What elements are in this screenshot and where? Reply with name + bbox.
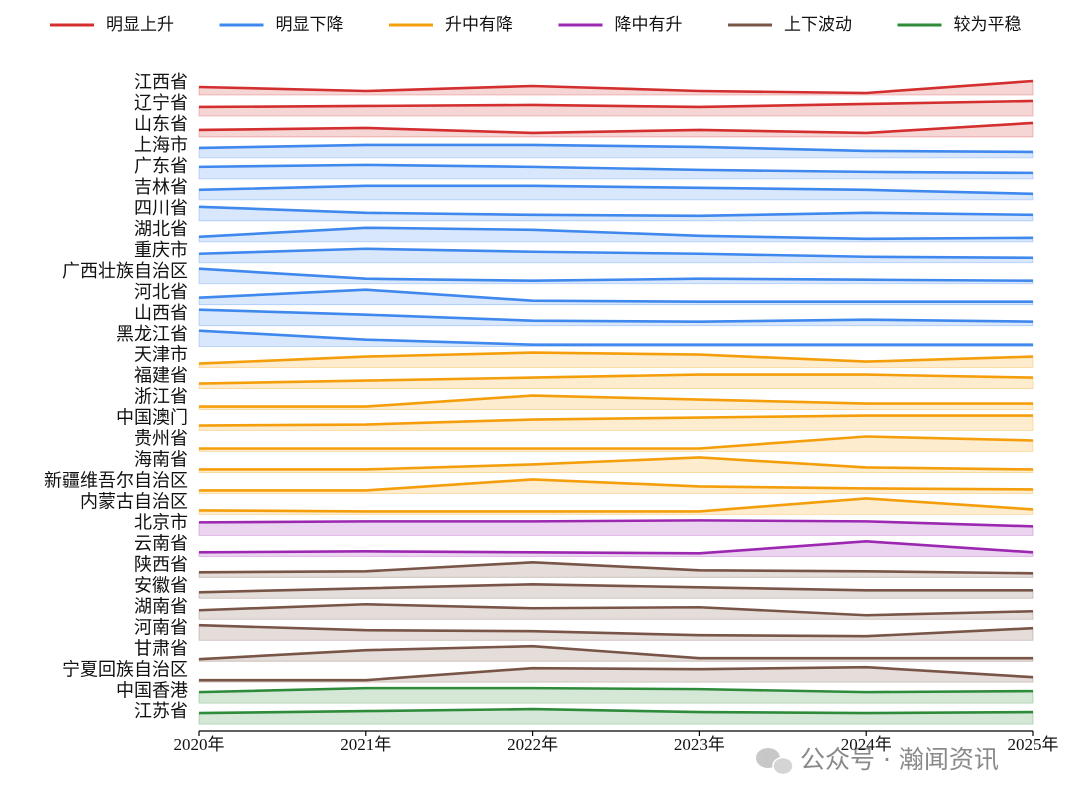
row-label: 中国澳门 <box>116 408 188 428</box>
row-label: 河南省 <box>134 617 188 637</box>
ridge-line <box>198 623 1034 638</box>
watermark-icon <box>756 748 794 776</box>
legend-label: 上下波动 <box>784 15 852 35</box>
row-label: 山东省 <box>134 114 188 134</box>
ridge-line <box>198 308 1034 323</box>
row-label: 湖南省 <box>134 596 188 616</box>
row-label: 新疆维吾尔自治区 <box>44 471 188 491</box>
x-tick-label: 2023年 <box>674 735 725 754</box>
row-label: 福建省 <box>134 366 188 386</box>
row-label: 宁夏回族自治区 <box>62 659 188 679</box>
ridge-line <box>199 665 1034 682</box>
row-label: 上海市 <box>134 135 188 155</box>
row-label: 北京市 <box>134 512 188 532</box>
legend-label: 较为平稳 <box>954 15 1022 35</box>
ridge-line <box>198 497 1034 513</box>
ridge-line <box>199 456 1034 471</box>
ridge-line <box>198 414 1033 427</box>
x-tick-label: 2021年 <box>340 735 391 754</box>
ridge-line <box>198 561 1034 575</box>
row-label: 江西省 <box>134 72 188 92</box>
ridge-area <box>198 561 1034 578</box>
row-label: 广东省 <box>134 156 188 176</box>
ridge-line <box>198 163 1034 175</box>
row-label: 浙江省 <box>134 387 188 407</box>
ridge-line <box>199 394 1033 408</box>
ridge-line <box>198 184 1034 196</box>
ridge-line <box>198 205 1034 218</box>
ridge-line <box>198 288 1033 303</box>
row-label: 重庆市 <box>134 240 188 260</box>
ridge-line <box>198 121 1034 135</box>
row-label: 吉林省 <box>134 177 188 197</box>
ridge-line <box>198 644 1033 661</box>
x-tick-label: 2022年 <box>507 735 558 754</box>
ridge-line <box>198 686 1034 694</box>
x-tick-label: 2020年 <box>174 735 225 754</box>
ridge-line <box>198 707 1034 715</box>
legend-label: 明显上升 <box>106 15 174 35</box>
ridge-line <box>198 226 1034 241</box>
row-label: 安徽省 <box>134 575 188 595</box>
row-label: 湖北省 <box>134 219 188 239</box>
x-tick-label: 2025年 <box>1008 735 1059 754</box>
row-label: 甘肃省 <box>134 638 188 658</box>
row-label: 黑龙江省 <box>116 324 188 344</box>
ridge-line <box>199 435 1034 450</box>
ridge-line <box>198 329 1033 346</box>
row-label: 广西壮族自治区 <box>62 261 188 281</box>
ridge-line <box>198 351 1034 365</box>
row-label: 陕西省 <box>134 554 188 574</box>
row-label: 辽宁省 <box>134 93 188 113</box>
ridge-line <box>198 582 1033 594</box>
ridge-line <box>198 79 1034 95</box>
x-tick-label: 2024年 <box>841 735 892 754</box>
ridge-line <box>198 540 1034 555</box>
row-label: 河北省 <box>134 282 188 302</box>
row-label: 山西省 <box>134 303 188 323</box>
ridge-line <box>198 267 1034 283</box>
row-label: 海南省 <box>134 450 188 470</box>
ridge-area <box>198 309 1034 327</box>
ridge-line <box>199 478 1034 492</box>
row-label: 贵州省 <box>134 429 188 449</box>
ridge-line <box>198 602 1034 617</box>
ridge-line <box>198 519 1034 528</box>
ridge-line <box>198 247 1034 260</box>
watermark: 公众号 · 瀚闻资讯 <box>800 745 999 774</box>
row-label: 江苏省 <box>134 701 188 721</box>
legend-label: 明显下降 <box>276 15 344 35</box>
row-label: 云南省 <box>134 533 188 553</box>
row-label: 四川省 <box>134 198 188 218</box>
row-label: 中国香港 <box>116 680 188 700</box>
row-label: 内蒙古自治区 <box>80 492 188 512</box>
ridge-line <box>198 373 1034 385</box>
row-label: 天津市 <box>134 345 188 365</box>
legend-label: 降中有升 <box>615 15 683 35</box>
ridge-line <box>198 99 1034 109</box>
ridge-line <box>198 143 1034 154</box>
legend-label: 升中有降 <box>445 15 513 35</box>
